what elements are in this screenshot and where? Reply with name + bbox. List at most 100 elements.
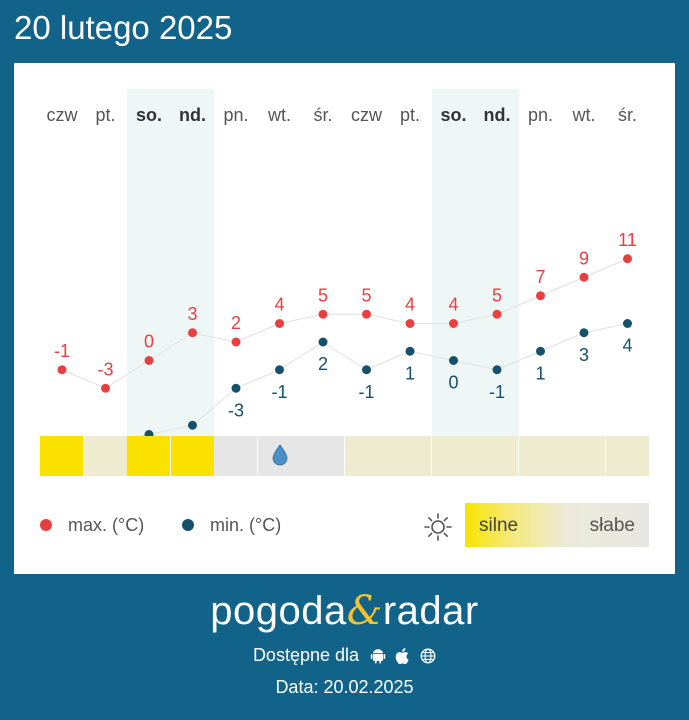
page-title: 20 lutego 2025 [14,9,233,46]
weekend-band [431,89,476,437]
forecast-card: -1-11-3-90-83-72-34-1525-141405-17193114… [14,63,675,574]
max-temp-label: 3 [187,304,197,324]
max-temp-label: 4 [448,295,458,315]
raindrop-icon [272,444,288,466]
max-temp-label: 5 [361,285,371,305]
min-temp-label: 0 [448,373,458,393]
max-temp-point [101,383,110,393]
legend-max-label: max. (°C) [68,515,145,535]
max-temp-point [275,319,284,328]
min-temp-label: -1 [489,382,505,402]
min-temp-label: 1 [405,363,415,383]
availability-line: Dostępne dla [0,644,689,667]
day-label: pt. [95,105,116,125]
max-temp-label: 2 [231,313,241,333]
day-label: wt. [267,105,291,125]
min-temp-label: 3 [579,345,589,365]
brand-name-left: pogoda [210,589,347,633]
legend-min-dot [182,519,194,531]
max-temp-point [492,309,502,319]
weekend-band [127,89,171,437]
min-temp-point [492,365,502,375]
min-temp-point [275,365,284,375]
day-label: nd. [179,105,206,125]
max-temp-label: 5 [492,285,502,305]
max-temp-label: 7 [535,267,545,287]
day-label: nd. [483,105,511,125]
min-temp-label: 4 [622,336,632,356]
max-temp-label: 4 [405,295,415,315]
sunshine-cell [388,436,432,476]
min-temp-label: 2 [318,354,328,374]
max-temp-point [536,291,545,301]
brand-amp: & [346,588,383,634]
day-label: pn. [527,105,554,125]
scale-strong-label: silne [479,515,519,536]
max-temp-point [405,319,415,328]
max-temp-point [57,365,67,375]
legend-min-label: min. (°C) [210,515,282,535]
max-temp-point [579,272,589,282]
max-temp-point [188,328,197,338]
sunshine-cell [431,436,475,476]
legend-max-dot [40,519,52,531]
min-temp-point [579,328,589,338]
max-temp-label: -1 [54,341,70,361]
android-icon[interactable] [370,648,386,664]
min-temp-point [318,337,328,347]
min-temp-point [188,420,197,430]
max-temp-label: 4 [274,295,284,315]
min-temp-point [362,365,371,375]
day-label: śr. [617,105,637,125]
max-temp-point [231,337,241,347]
min-temp-label: -3 [228,400,244,420]
max-temp-point [144,356,154,365]
scale-weak-label: słabe [589,515,635,536]
sun-icon [424,513,452,541]
day-label: pt. [399,105,420,125]
day-label: pn. [223,105,249,125]
brand-logo: pogoda&radar [0,588,689,634]
sunshine-cell [127,436,171,476]
sunshine-cell [40,436,84,476]
brand-name-right: radar [382,589,479,633]
max-temp-point [449,319,458,328]
max-temp-point [623,254,632,264]
platform-icons [370,646,436,666]
apple-icon[interactable] [395,648,411,665]
min-temp-point [623,319,632,328]
day-label: śr. [313,105,333,125]
min-temp-point [449,356,458,365]
max-temp-label: 0 [144,332,154,352]
sunshine-cell [562,436,606,476]
max-temp-label: 9 [579,248,589,268]
sunshine-cell [170,436,214,476]
min-temp-label: 1 [535,363,545,383]
day-label: so. [135,105,162,125]
max-temp-label: -3 [97,359,113,379]
min-temp-point [405,346,415,356]
min-temp-label: -1 [358,382,374,402]
max-temp-label: 5 [318,285,328,305]
min-temp-point [536,346,545,356]
sunshine-cell [605,436,649,476]
day-label: wt. [572,105,596,125]
max-temp-label: 11 [618,230,637,250]
weekend-band [170,89,215,437]
available-label: Dostępne dla [252,645,360,665]
day-label: czw [46,105,78,125]
max-temp-point [318,309,328,319]
sunshine-scale: silne słabe [465,503,649,547]
sunshine-cell [83,436,127,476]
max-temp-line [61,258,628,389]
sunshine-cell [257,436,301,476]
sunshine-cell [518,436,562,476]
sunshine-cell [475,436,519,476]
sunshine-cell [301,436,345,476]
day-label: czw [351,105,382,125]
globe-icon[interactable] [420,648,436,664]
day-label: so. [440,105,467,125]
sunshine-cell [214,436,258,476]
max-temp-point [362,309,371,319]
